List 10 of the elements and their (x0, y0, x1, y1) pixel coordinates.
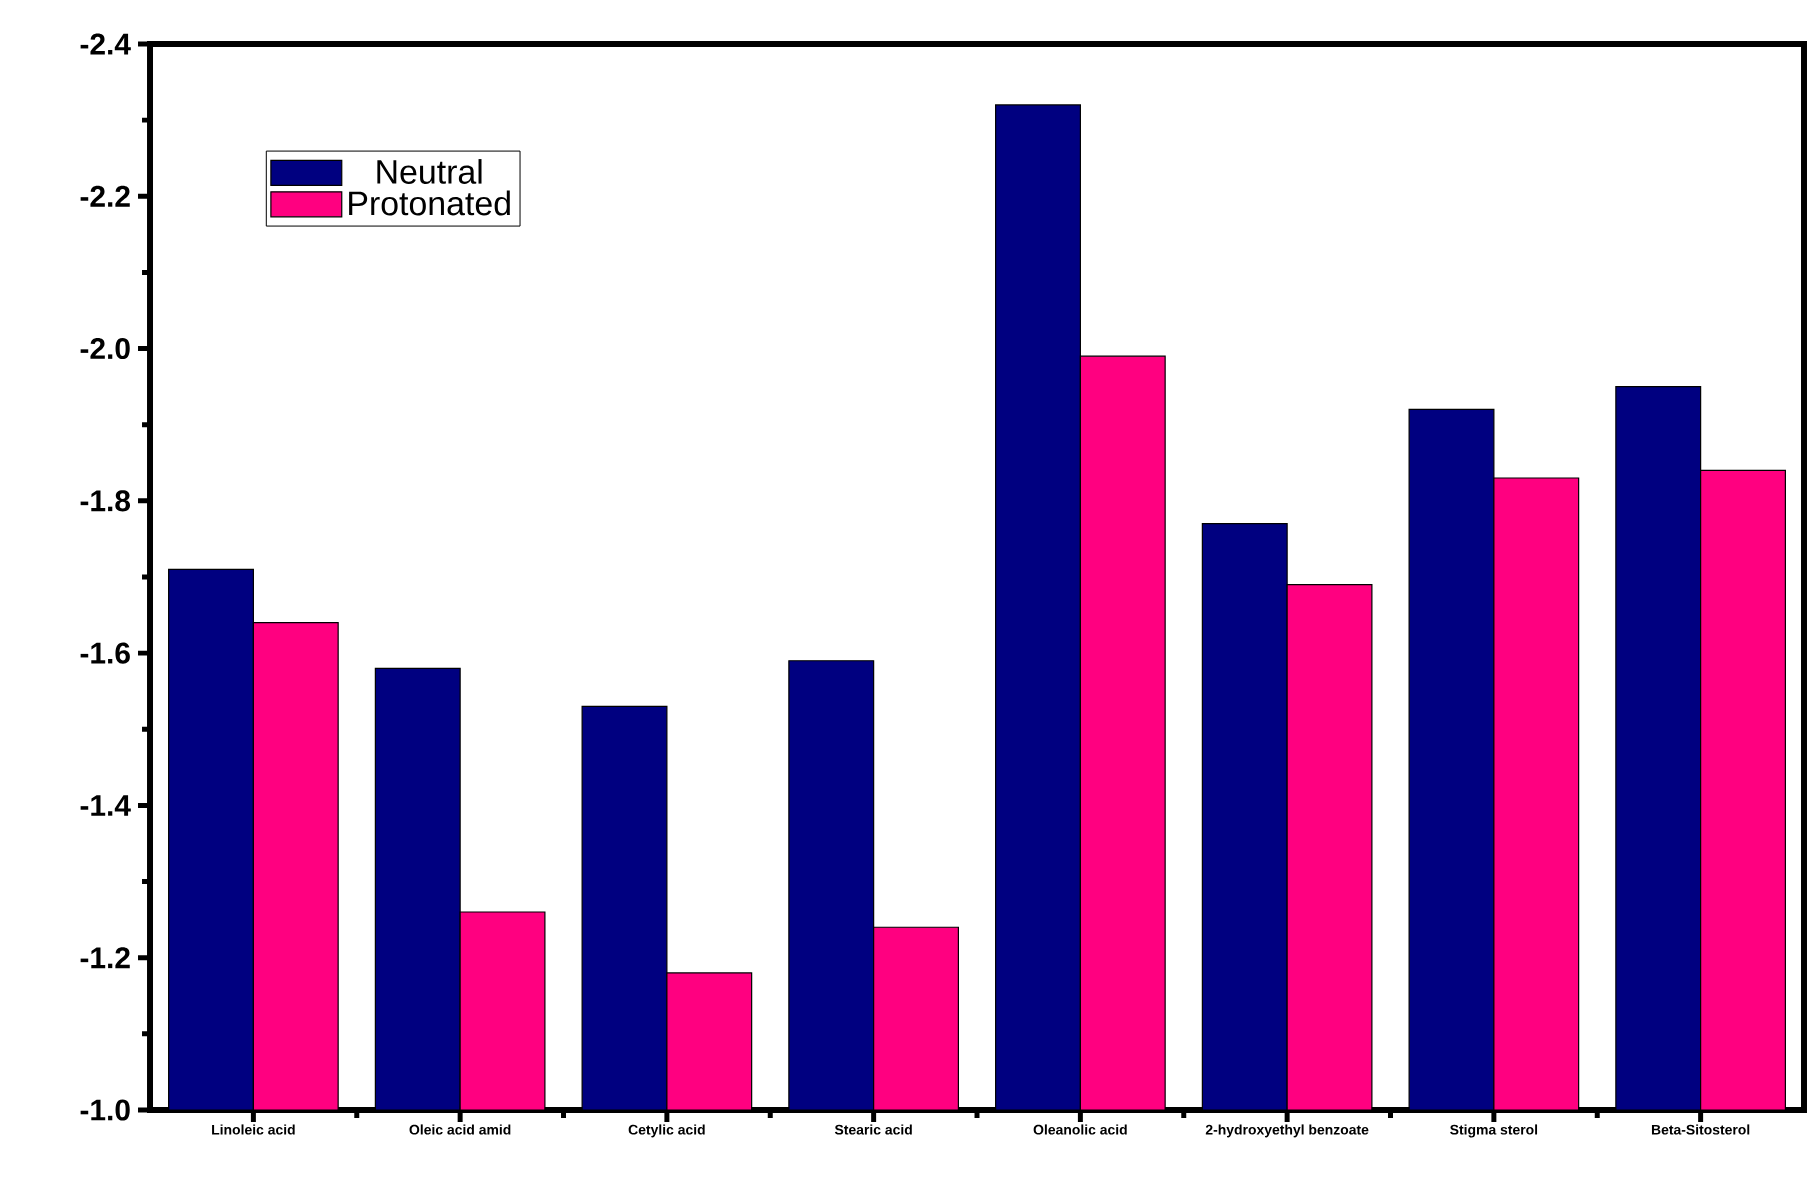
legend-label: Protonated (349, 190, 510, 216)
y-tick-label: -2.0 (80, 337, 130, 360)
y-tick-label: -1.6 (80, 642, 130, 664)
y-tick-label: -1.0 (80, 1099, 130, 1121)
y-tick-label: -1.2 (80, 947, 130, 969)
y-tick-label: -1.4 (80, 795, 131, 816)
y-tick-label: -2.2 (80, 185, 130, 207)
legend-label: Neutral (377, 159, 482, 184)
y-tick-label: -1.8 (80, 490, 131, 512)
y-tick-label: -2.4 (80, 33, 131, 55)
